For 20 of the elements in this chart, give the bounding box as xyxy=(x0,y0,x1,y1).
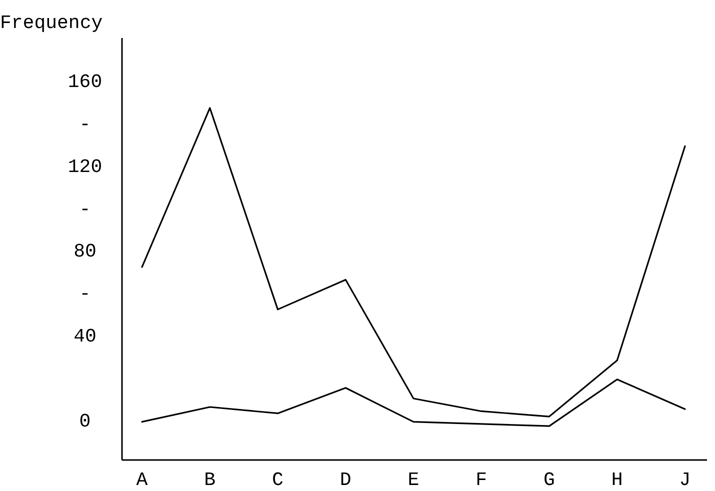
y-tick-label: - xyxy=(79,113,91,136)
y-tick-label: 80 xyxy=(74,240,96,263)
y-tick-label: 120 xyxy=(68,156,102,178)
y-tick-label: 0 xyxy=(79,410,91,432)
y-tick-label: 160 xyxy=(68,71,102,94)
y-tick-label: 40 xyxy=(74,326,96,348)
x-tick-label: H xyxy=(611,469,623,491)
x-tick-label: E xyxy=(408,469,420,491)
x-tick-label: D xyxy=(340,469,352,491)
y-tick-label: - xyxy=(79,198,91,220)
x-tick-label: F xyxy=(476,469,488,491)
x-tick-label: C xyxy=(272,469,284,491)
x-tick-label: J xyxy=(679,469,691,491)
y-tick-label: - xyxy=(79,283,91,306)
y-axis-title: Frequency xyxy=(0,12,103,34)
line-series xyxy=(141,378,686,427)
x-tick-label: B xyxy=(204,469,216,491)
line-series xyxy=(141,107,686,418)
x-tick-label: A xyxy=(136,469,148,491)
x-tick-label: G xyxy=(544,469,555,491)
